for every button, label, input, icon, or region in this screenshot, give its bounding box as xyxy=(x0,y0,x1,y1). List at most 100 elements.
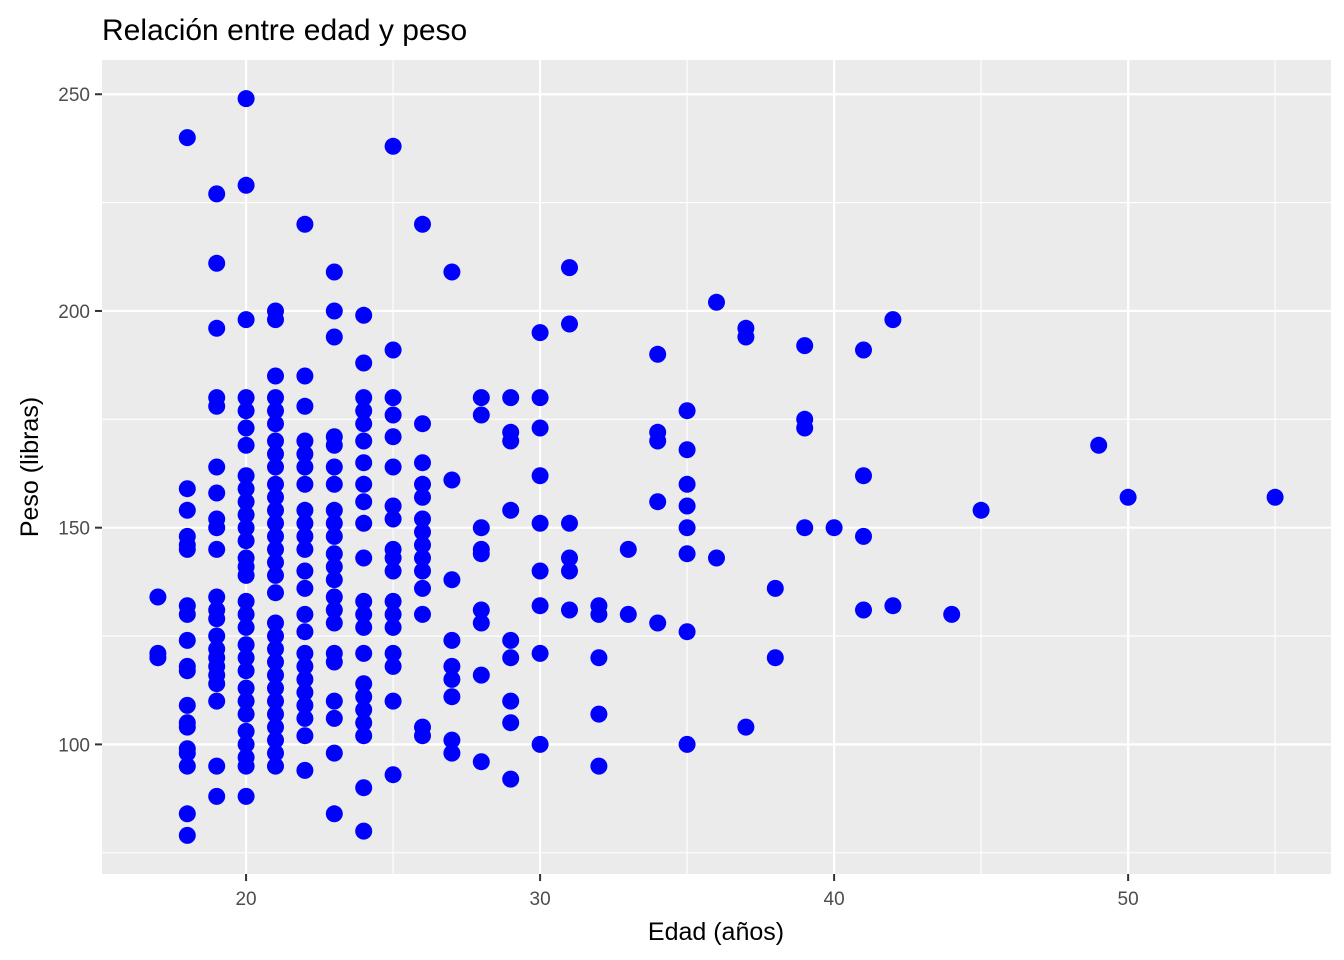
data-point xyxy=(296,696,314,714)
data-point xyxy=(766,649,784,667)
data-point xyxy=(267,311,284,329)
data-point xyxy=(325,501,343,519)
data-point xyxy=(325,558,343,576)
chart-title: Relación entre edad y peso xyxy=(102,14,467,47)
plot-panel xyxy=(102,60,1331,874)
data-point xyxy=(796,419,814,437)
data-point xyxy=(355,701,373,719)
data-point xyxy=(237,419,255,437)
data-point xyxy=(178,718,196,736)
data-point xyxy=(531,735,549,753)
data-point xyxy=(325,527,343,545)
data-point xyxy=(267,757,284,775)
data-point xyxy=(267,553,284,571)
data-point xyxy=(531,419,549,437)
data-point xyxy=(325,571,343,589)
data-point xyxy=(237,662,255,680)
data-point xyxy=(296,623,314,641)
data-point xyxy=(296,367,314,385)
data-point xyxy=(178,631,196,649)
data-point xyxy=(267,445,284,463)
data-point xyxy=(590,705,608,723)
data-point xyxy=(355,675,373,693)
data-point xyxy=(502,432,520,450)
data-point xyxy=(414,475,431,493)
data-point xyxy=(502,389,520,407)
data-point xyxy=(208,787,226,805)
data-point xyxy=(678,623,696,641)
data-point xyxy=(355,688,373,706)
data-point xyxy=(267,367,284,385)
data-point xyxy=(443,657,461,675)
data-point xyxy=(1090,436,1108,454)
data-point xyxy=(237,605,255,623)
data-point xyxy=(443,670,461,688)
data-point xyxy=(708,293,725,311)
data-point xyxy=(384,592,402,610)
data-point xyxy=(325,692,343,710)
data-point xyxy=(296,670,314,688)
data-point xyxy=(414,727,431,745)
data-point xyxy=(237,519,255,537)
data-point xyxy=(325,436,343,454)
data-point xyxy=(296,761,314,779)
data-point xyxy=(649,432,667,450)
data-point xyxy=(296,605,314,623)
data-point xyxy=(414,579,431,597)
y-axis-title: Peso (libras) xyxy=(16,397,44,537)
data-point xyxy=(267,653,284,671)
data-point xyxy=(296,445,314,463)
data-point xyxy=(237,532,255,550)
data-point xyxy=(296,475,314,493)
data-point xyxy=(472,666,490,684)
data-point xyxy=(267,566,284,584)
data-point xyxy=(678,519,696,537)
data-point xyxy=(267,432,284,450)
data-point xyxy=(355,514,373,532)
data-point xyxy=(384,562,402,580)
data-point xyxy=(325,302,343,320)
data-point xyxy=(355,415,373,433)
y-tick-label: 250 xyxy=(58,85,90,106)
data-point xyxy=(237,436,255,454)
data-point xyxy=(649,493,667,511)
data-point xyxy=(296,215,314,233)
data-point xyxy=(384,766,402,784)
data-point xyxy=(267,627,284,645)
data-point xyxy=(237,757,255,775)
data-point xyxy=(208,757,226,775)
data-point xyxy=(943,605,961,623)
data-point xyxy=(237,467,255,485)
data-point xyxy=(472,614,490,632)
data-point xyxy=(972,501,990,519)
data-point xyxy=(531,597,549,615)
data-point xyxy=(178,501,196,519)
data-point xyxy=(208,458,226,476)
data-point xyxy=(355,618,373,636)
data-point xyxy=(267,458,284,476)
data-point xyxy=(472,406,490,424)
data-point xyxy=(267,475,284,493)
data-point xyxy=(414,215,431,233)
data-point xyxy=(237,705,255,723)
data-point xyxy=(384,458,402,476)
data-point xyxy=(267,501,284,519)
data-point xyxy=(355,432,373,450)
data-point xyxy=(678,402,696,420)
data-point xyxy=(737,718,755,736)
data-point xyxy=(472,545,490,563)
data-point xyxy=(237,679,255,697)
y-tick-label: 100 xyxy=(58,735,90,756)
data-point xyxy=(884,311,902,329)
data-point xyxy=(296,579,314,597)
data-point xyxy=(502,692,520,710)
data-point xyxy=(237,618,255,636)
x-tick-label: 40 xyxy=(824,889,845,910)
data-point xyxy=(208,254,226,272)
data-point xyxy=(443,688,461,706)
data-point xyxy=(325,709,343,727)
data-point xyxy=(590,757,608,775)
data-point xyxy=(384,406,402,424)
data-point xyxy=(178,662,196,680)
data-point xyxy=(590,649,608,667)
